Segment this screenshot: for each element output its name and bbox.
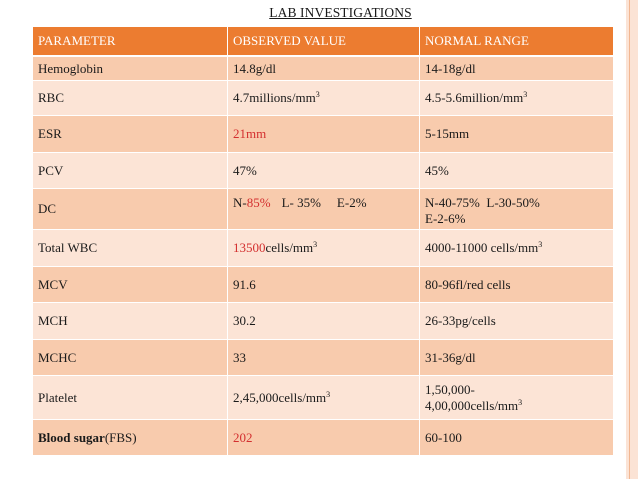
table-row-platelet: Platelet 2,45,000cells/mm3 1,50,000- 4,00… <box>33 376 614 420</box>
param-cell: MCV <box>33 267 228 303</box>
superscript: 3 <box>326 389 331 399</box>
param-bold: Blood sugar <box>38 429 105 445</box>
normal-cell: N-40-75% L-30-50% E-2-6% <box>420 189 614 230</box>
observed-value: 13500 <box>233 240 266 255</box>
normal-cell: 31-36g/dl <box>420 340 614 376</box>
table-row-dc: DC N-85% L- 35% E-2% N-40-75% L-30-50% E-2-… <box>33 189 614 230</box>
observed-cell: 202 <box>228 420 420 456</box>
dc-e-value: E-2% <box>336 195 367 210</box>
table-row-hemoglobin: Hemoglobin 14.8g/dl 14-18g/dl <box>33 57 614 81</box>
normal-cell: 26-33pg/cells <box>420 303 614 340</box>
observed-cell: 4.7millions/mm3 <box>228 81 420 116</box>
param-cell: Blood sugar(FBS) <box>33 420 228 456</box>
observed-cell: N-85% L- 35% E-2% <box>228 189 420 230</box>
dc-n-prefix: N- <box>233 195 247 210</box>
param-cell: Hemoglobin <box>33 57 228 81</box>
observed-text: 4.7millions/mm <box>233 90 316 105</box>
param-cell: MCHC <box>33 340 228 376</box>
param-cell: ESR <box>33 116 228 153</box>
normal-cell: 5-15mm <box>420 116 614 153</box>
normal-text: 4.5-5.6million/mm <box>425 90 524 105</box>
param-cell: MCH <box>33 303 228 340</box>
observed-cell: 13500cells/mm3 <box>228 230 420 267</box>
header-observed-value: OBSERVED VALUE <box>228 27 420 57</box>
observed-cell: 14.8g/dl <box>228 57 420 81</box>
table-row-mch: MCH 30.2 26-33pg/cells <box>33 303 614 340</box>
superscript: 3 <box>538 240 543 249</box>
param-cell: RBC <box>33 81 228 116</box>
normal-cell: 4.5-5.6million/mm3 <box>420 81 614 116</box>
header-parameter: PARAMETER <box>33 27 228 57</box>
slide-side-border <box>626 0 638 479</box>
normal-cell: 1,50,000- 4,00,000cells/mm3 <box>420 376 614 420</box>
lab-results-table: PARAMETER OBSERVED VALUE NORMAL RANGE He… <box>33 27 614 456</box>
header-normal-range: NORMAL RANGE <box>420 27 614 57</box>
normal-cell: 45% <box>420 153 614 189</box>
slide-title: LAB INVESTIGATIONS <box>269 5 412 20</box>
superscript: 3 <box>313 240 318 249</box>
superscript: 3 <box>523 90 528 99</box>
normal-line-1: N-40-75% L-30-50% <box>425 195 540 210</box>
observed-text: 2,45,000cells/mm <box>233 389 327 405</box>
observed-cell: 47% <box>228 153 420 189</box>
normal-line-2-wrap: 4,00,000cells/mm3 <box>425 398 608 414</box>
normal-text: 4000-11000 cells/mm <box>425 240 539 255</box>
table-header-row: PARAMETER OBSERVED VALUE NORMAL RANGE <box>33 27 614 57</box>
dc-l-value: L- 35% <box>281 195 321 210</box>
table-row-total-wbc: Total WBC 13500cells/mm3 4000-11000 cell… <box>33 230 614 267</box>
normal-cell: 14-18g/dl <box>420 57 614 81</box>
table-row-pcv: PCV 47% 45% <box>33 153 614 189</box>
normal-cell: 4000-11000 cells/mm3 <box>420 230 614 267</box>
observed-cell: 33 <box>228 340 420 376</box>
normal-line-2: E-2-6% <box>425 211 466 226</box>
observed-cell: 30.2 <box>228 303 420 340</box>
table-row-rbc: RBC 4.7millions/mm3 4.5-5.6million/mm3 <box>33 81 614 116</box>
normal-cell: 80-96fl/red cells <box>420 267 614 303</box>
param-cell: Total WBC <box>33 230 228 267</box>
param-rest: (FBS) <box>104 429 137 445</box>
observed-cell: 2,45,000cells/mm3 <box>228 376 420 420</box>
table-row-blood-sugar: Blood sugar(FBS) 202 60-100 <box>33 420 614 456</box>
superscript: 3 <box>315 90 320 99</box>
normal-line-1: 1,50,000- <box>425 381 475 397</box>
superscript: 3 <box>518 397 523 407</box>
table-row-mchc: MCHC 33 31-36g/dl <box>33 340 614 376</box>
observed-cell: 21mm <box>228 116 420 153</box>
observed-cell: 91.6 <box>228 267 420 303</box>
param-cell: DC <box>33 189 228 230</box>
normal-cell: 60-100 <box>420 420 614 456</box>
normal-line-2: 4,00,000cells/mm <box>425 397 519 413</box>
observed-unit: cells/mm <box>265 240 314 255</box>
dc-n-value: 85% <box>246 195 271 210</box>
table-row-mcv: MCV 91.6 80-96fl/red cells <box>33 267 614 303</box>
param-cell: Platelet <box>33 376 228 420</box>
param-cell: PCV <box>33 153 228 189</box>
table-row-esr: ESR 21mm 5-15mm <box>33 116 614 153</box>
